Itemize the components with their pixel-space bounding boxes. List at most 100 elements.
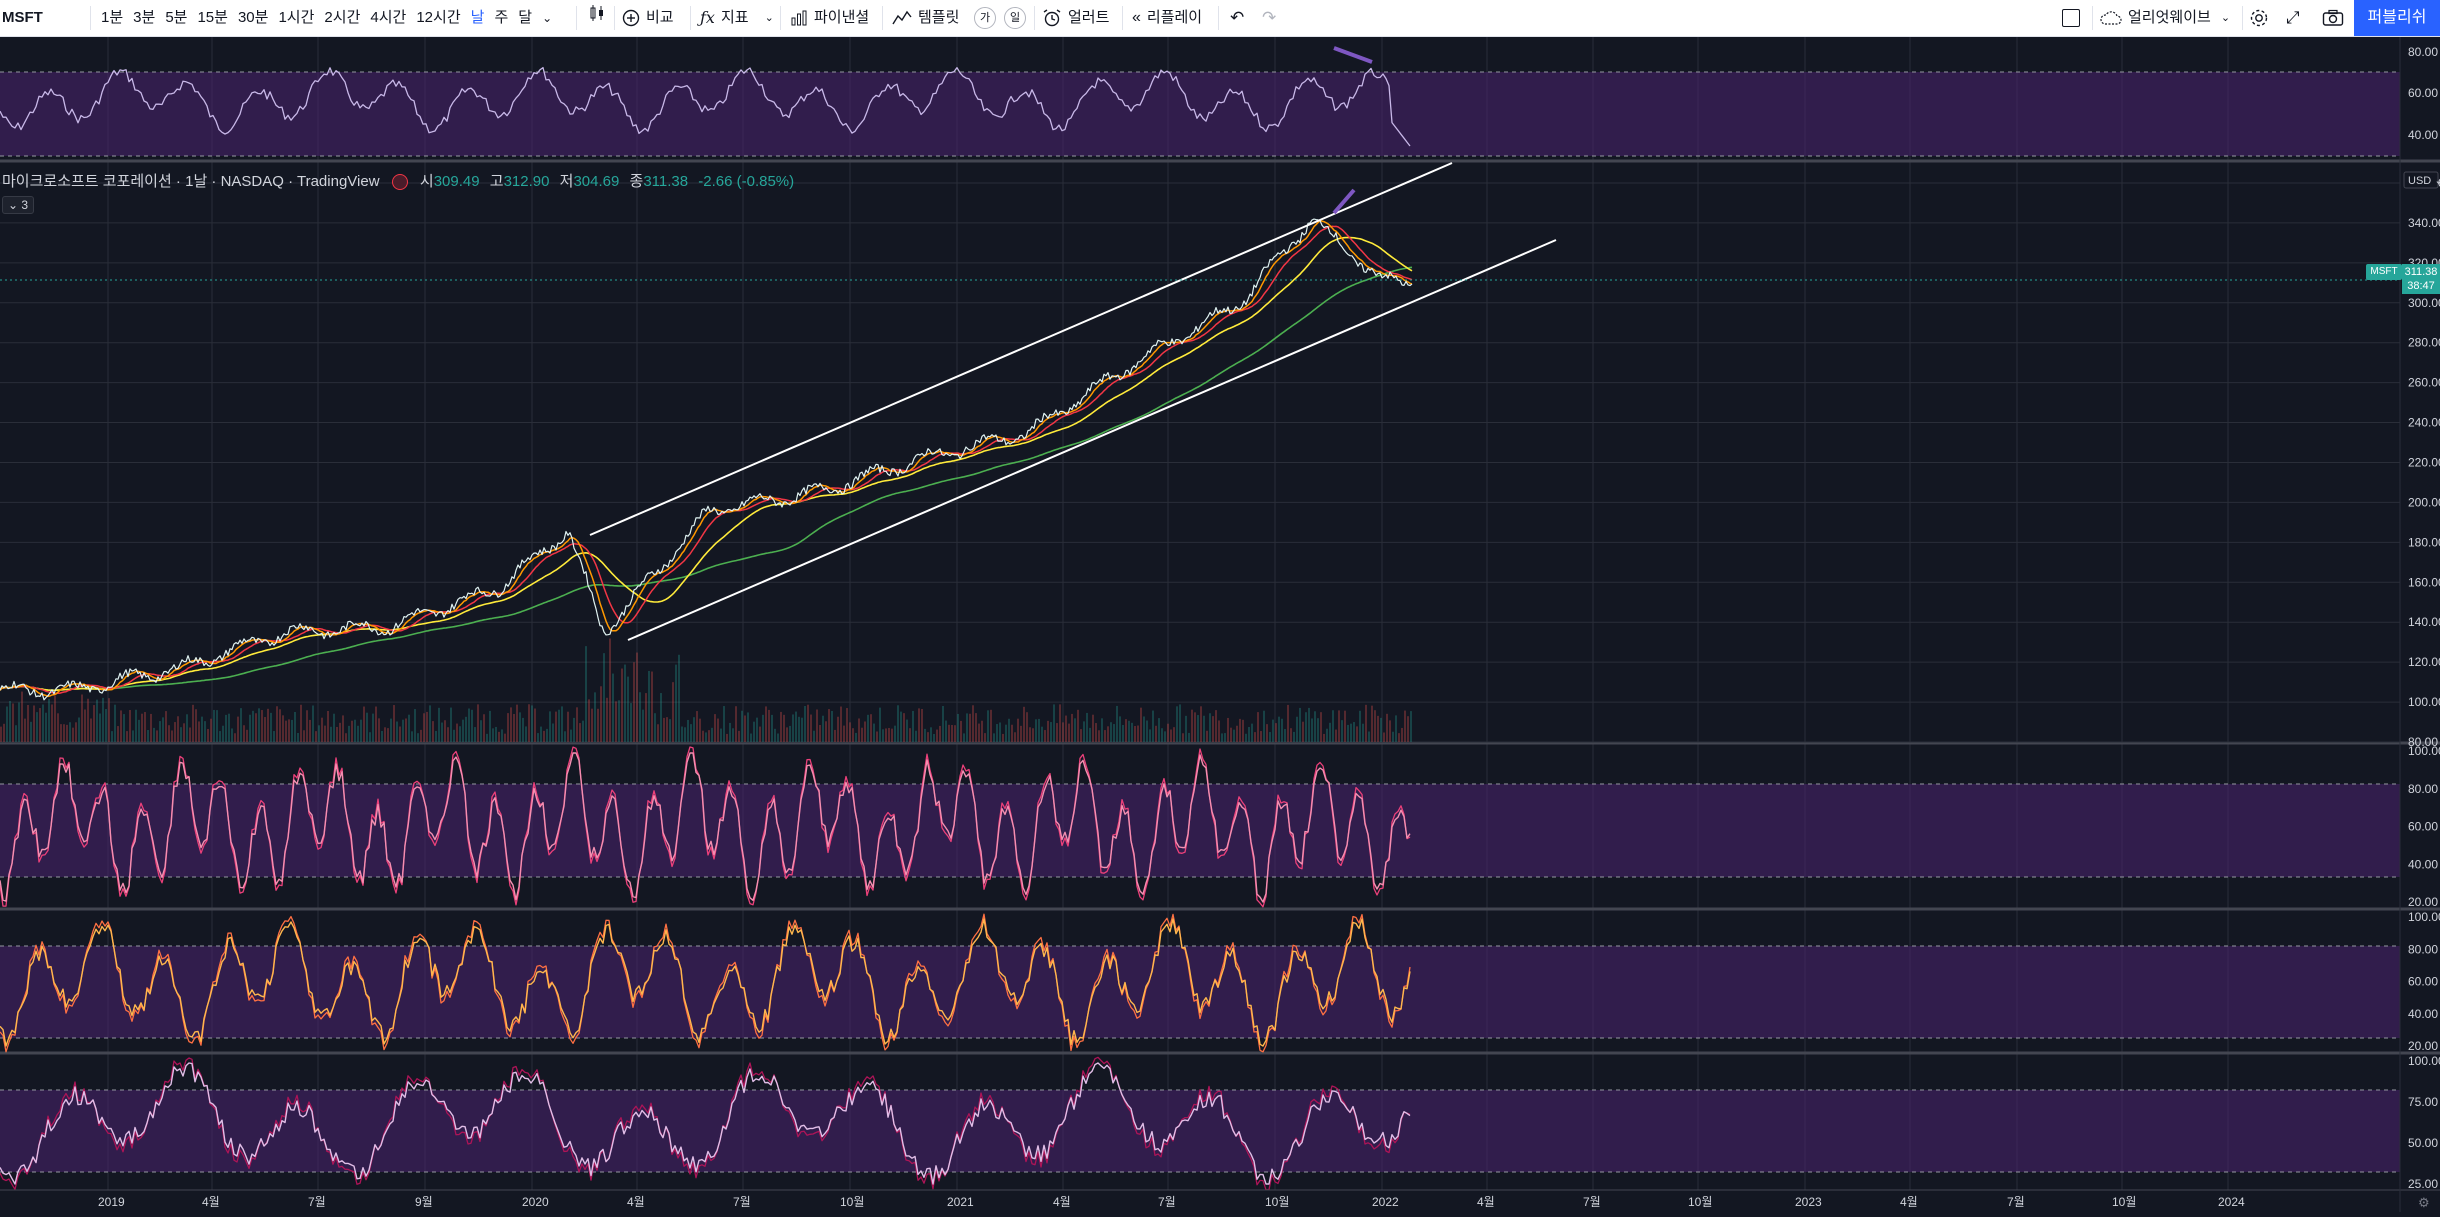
- volume-bar: [1209, 713, 1211, 742]
- volume-bar: [804, 705, 806, 742]
- volume-bar: [1056, 723, 1058, 742]
- interval-0[interactable]: 1분: [101, 9, 124, 26]
- template-toggle-2[interactable]: 일: [1004, 0, 1026, 36]
- volume-bar: [117, 726, 119, 742]
- financials-button[interactable]: 파이낸셜: [790, 0, 869, 36]
- candle-style-button[interactable]: [588, 0, 606, 36]
- price-axis-label: 240.00: [2408, 416, 2440, 430]
- volume-bar: [147, 729, 149, 742]
- volume-bar: [48, 698, 50, 742]
- volume-bar: [957, 713, 959, 742]
- rsi-axis-label: 80.00: [2408, 45, 2438, 59]
- interval-5[interactable]: 1시간: [278, 9, 315, 26]
- undo-button[interactable]: ↶: [1230, 0, 1244, 36]
- volume-bar: [417, 733, 419, 742]
- volume-bar: [948, 724, 950, 742]
- volume-bar: [87, 698, 89, 742]
- legend-collapse-button[interactable]: ⌄ 3: [2, 196, 35, 214]
- volume-bar: [468, 708, 470, 742]
- volume-bar: [1005, 724, 1007, 742]
- settings-button[interactable]: [2248, 0, 2270, 36]
- chart-canvas[interactable]: 80.0060.0040.00360.00340.00320.00300.002…: [0, 37, 2440, 1212]
- volume-bar: [366, 712, 368, 742]
- interval-3[interactable]: 15분: [197, 9, 228, 26]
- volume-bar: [348, 725, 350, 742]
- autosave-button[interactable]: 얼리엇웨이브 ⌄: [2100, 0, 2230, 36]
- toolbar-divider: [1034, 6, 1035, 30]
- volume-bar: [762, 714, 764, 742]
- volume-bar: [138, 719, 140, 742]
- volume-bar: [1329, 722, 1331, 742]
- interval-7[interactable]: 4시간: [370, 9, 407, 26]
- layout-button[interactable]: [2062, 0, 2080, 36]
- volume-bar: [354, 719, 356, 742]
- volume-bar: [918, 708, 920, 742]
- interval-8[interactable]: 12시간: [416, 9, 461, 26]
- volume-bar: [1191, 709, 1193, 742]
- volume-bar: [1164, 731, 1166, 742]
- volume-bar: [153, 727, 155, 742]
- volume-bar: [3, 723, 5, 742]
- interval-11[interactable]: 달: [518, 9, 533, 26]
- volume-bar: [423, 713, 425, 742]
- volume-bar: [1137, 725, 1139, 742]
- alert-label: 얼러트: [1068, 9, 1110, 26]
- interval-2[interactable]: 5분: [165, 9, 188, 26]
- time-axis-label: 4월: [202, 1195, 220, 1209]
- volume-bar: [1377, 715, 1379, 742]
- templates-button[interactable]: 템플릿: [892, 0, 959, 36]
- volume-bar: [339, 722, 341, 742]
- interval-1[interactable]: 3분: [133, 9, 156, 26]
- volume-bar: [1323, 733, 1325, 742]
- chart-area[interactable]: 80.0060.0040.00360.00340.00320.00300.002…: [0, 37, 2440, 1212]
- volume-bar: [783, 714, 785, 742]
- indicators-button[interactable]: ƒx 지표 ⌄: [700, 0, 774, 36]
- volume-bar: [96, 699, 98, 742]
- volume-bar: [162, 717, 164, 742]
- alert-button[interactable]: 얼러트: [1042, 0, 1109, 36]
- toolbar-divider: [882, 6, 883, 30]
- template-toggle-1[interactable]: 가: [974, 0, 996, 36]
- volume-bar: [834, 729, 836, 742]
- volume-bar: [1017, 718, 1019, 742]
- volume-bar: [396, 721, 398, 742]
- volume-bar: [357, 725, 359, 742]
- volume-bar: [477, 704, 479, 742]
- indicators-label: 지표: [720, 9, 749, 26]
- fullscreen-button[interactable]: ⤢: [2286, 0, 2300, 36]
- volume-bar: [702, 730, 704, 742]
- volume-bar: [435, 730, 437, 742]
- volume-bar: [615, 701, 617, 742]
- redo-icon: ↷: [1262, 8, 1277, 27]
- volume-bar: [327, 710, 329, 742]
- interval-9[interactable]: 날: [470, 9, 485, 26]
- volume-bar: [807, 704, 809, 742]
- volume-bar: [444, 720, 446, 742]
- redo-button[interactable]: ↷: [1262, 0, 1276, 36]
- replay-button[interactable]: « 리플레이: [1132, 0, 1202, 36]
- volume-bar: [1143, 716, 1145, 742]
- volume-bar: [1212, 716, 1214, 742]
- volume-bar: [1101, 718, 1103, 742]
- snapshot-button[interactable]: [2322, 0, 2344, 36]
- volume-bar: [1077, 709, 1079, 742]
- interval-6[interactable]: 2시간: [324, 9, 361, 26]
- chevron-down-icon[interactable]: ⌄: [542, 11, 553, 25]
- toolbar-divider: [690, 6, 691, 30]
- symbol-search[interactable]: MSFT: [2, 9, 43, 26]
- volume-bar: [1083, 721, 1085, 742]
- volume-bar: [1104, 730, 1106, 742]
- publish-button[interactable]: 퍼블리쉬: [2354, 0, 2440, 36]
- volume-bar: [1074, 718, 1076, 742]
- volume-bar: [237, 716, 239, 742]
- volume-bar: [726, 733, 728, 742]
- volume-bar: [1350, 723, 1352, 742]
- volume-bar: [429, 705, 431, 742]
- interval-4[interactable]: 30분: [237, 9, 269, 26]
- compare-button[interactable]: 비교: [622, 0, 674, 36]
- volume-bar: [981, 720, 983, 742]
- interval-10[interactable]: 주: [494, 9, 509, 26]
- volume-bar: [564, 731, 566, 742]
- volume-bar: [471, 709, 473, 742]
- volume-bar: [510, 707, 512, 742]
